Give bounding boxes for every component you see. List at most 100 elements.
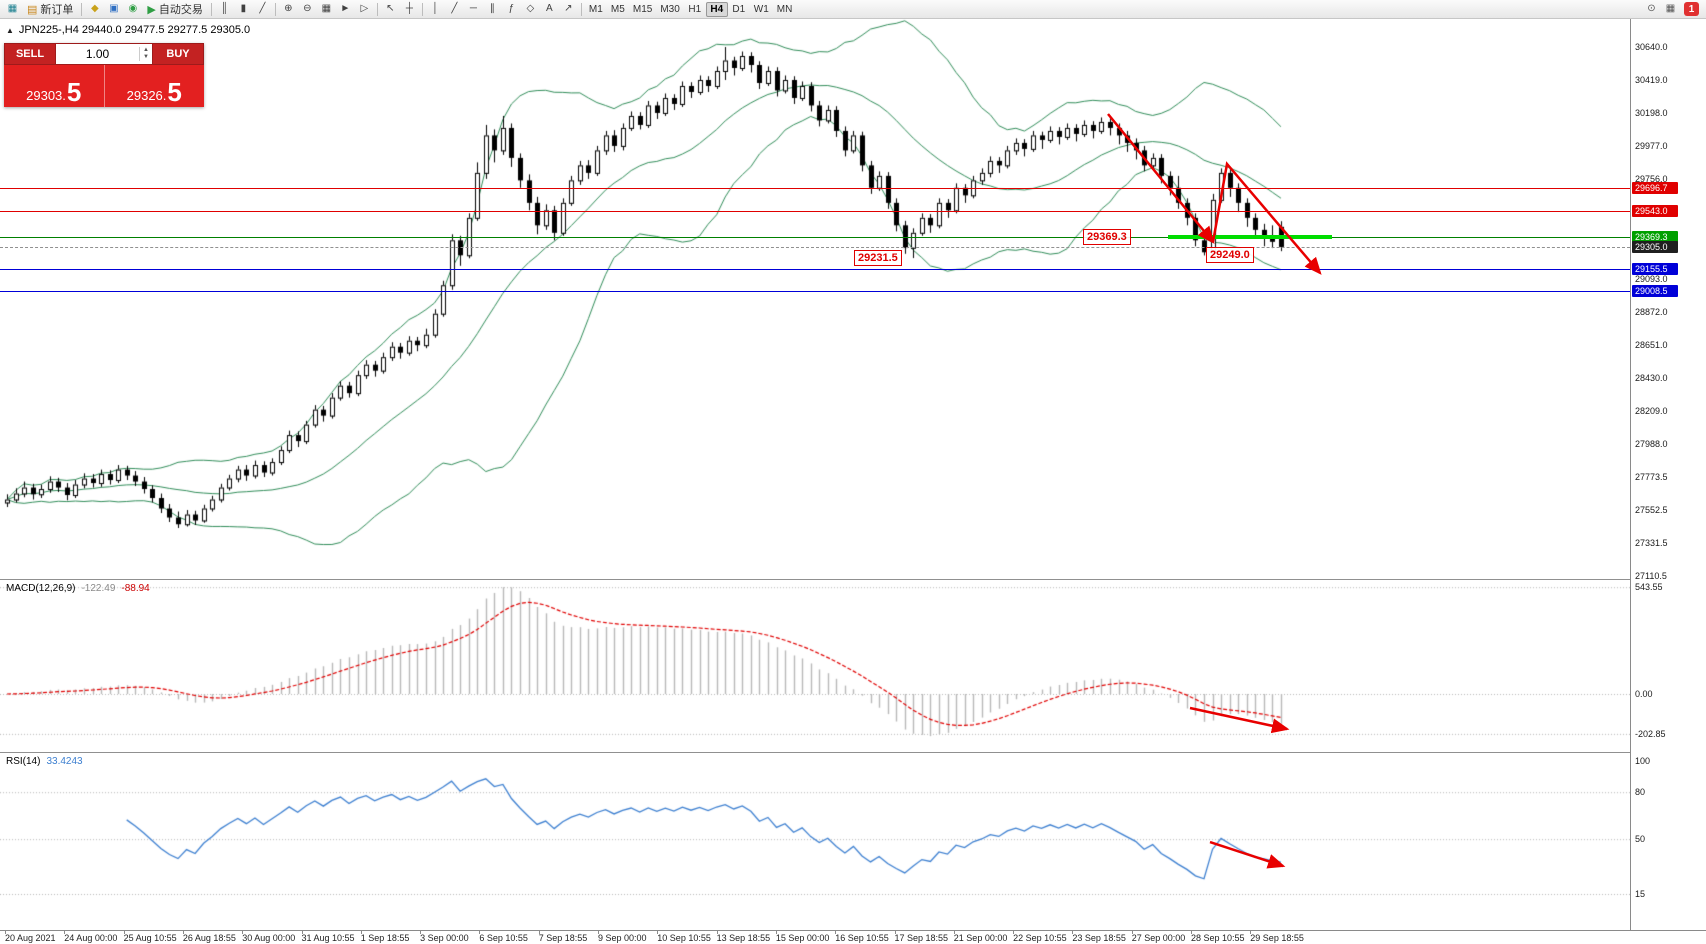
- price-axis-label: 29977.0: [1635, 141, 1668, 152]
- time-axis-tick: [1250, 931, 1252, 934]
- price-flag-29369.3[interactable]: 29369.3: [1083, 229, 1131, 246]
- timeframe-m5[interactable]: M5: [610, 3, 625, 15]
- main-toolbar: ▦ ▤ 新订单 ◆ ▣ ◉ ▶ 自动交易 ║ ▮ ╱ ⊕ ⊖ ▦ ► ▷ ↖ ┼ │ ╱ ─ ∥ ƒ ◇ A ↗ M1 M5 M15 M3…: [0, 0, 1706, 19]
- auto-scroll-icon-glyph: ►: [340, 3, 351, 14]
- new-order-button-label: 新订单: [40, 4, 74, 16]
- price-axis-tag-29155.5: 29155.5: [1632, 263, 1678, 276]
- horizontal-line-29543[interactable]: [0, 211, 1630, 213]
- time-axis-label: 23 Sep 18:55: [1072, 933, 1126, 943]
- search-icon[interactable]: ⊙: [1642, 1, 1661, 17]
- notification-badge[interactable]: 1: [1684, 2, 1699, 16]
- new-order-button[interactable]: ▤ 新订单: [22, 1, 78, 17]
- time-axis-label: 16 Sep 10:55: [835, 933, 889, 943]
- horizontal-line-29369.3[interactable]: [0, 237, 1630, 239]
- time-axis-tick: [1072, 931, 1074, 934]
- zoom-out-icon[interactable]: ⊖: [298, 1, 317, 17]
- market-watch-icon[interactable]: ◆: [85, 1, 104, 17]
- sell-button[interactable]: SELL: [4, 43, 56, 65]
- data-window-icon[interactable]: ▣: [104, 1, 123, 17]
- price-chart-canvas[interactable]: [0, 19, 1630, 580]
- rsi-pane-canvas[interactable]: [0, 753, 1630, 930]
- volume-increase-button[interactable]: ▲: [143, 47, 149, 54]
- toolbar-separator: [580, 2, 582, 16]
- timeframe-w1[interactable]: W1: [753, 3, 769, 15]
- price-axis-tag-29369.3: 29369.3: [1632, 231, 1678, 244]
- time-axis-label: 30 Aug 00:00: [242, 933, 296, 943]
- bar-chart-icon[interactable]: ║: [215, 1, 234, 17]
- vertical-line-icon[interactable]: │: [426, 1, 445, 17]
- time-axis-label: 6 Sep 10:55: [479, 933, 528, 943]
- macd-axis-label: 0.00: [1635, 689, 1653, 700]
- time-axis[interactable]: 20 Aug 2021 24 Aug 00:00 25 Aug 10:55 26 Au…: [0, 930, 1706, 944]
- buy-button[interactable]: BUY: [152, 43, 204, 65]
- arrow-objects-icon[interactable]: ↗: [559, 1, 578, 17]
- timeframe-h1[interactable]: H1: [688, 3, 702, 15]
- horizontal-line-29696.7[interactable]: [0, 188, 1630, 190]
- price-flag-29249.0[interactable]: 29249.0: [1206, 247, 1254, 264]
- arrow-objects-icon-glyph: ↗: [564, 3, 573, 14]
- horizontal-line-29155.5[interactable]: [0, 269, 1630, 271]
- timeframe-m30[interactable]: M30: [660, 3, 680, 15]
- price-axis-tag-29543.0: 29543.0: [1632, 205, 1678, 218]
- text-label-icon[interactable]: A: [540, 1, 559, 17]
- time-axis-label: 28 Sep 10:55: [1191, 933, 1245, 943]
- alerts-icon[interactable]: ▦: [1661, 1, 1680, 17]
- time-axis-tick: [123, 931, 125, 934]
- macd-pane-canvas[interactable]: [0, 580, 1630, 753]
- price-flag-29231.5[interactable]: 29231.5: [854, 250, 902, 267]
- pane-separator-rsi[interactable]: [0, 752, 1706, 753]
- navigator-icon[interactable]: ◉: [123, 1, 142, 17]
- vertical-line-icon-glyph: │: [432, 3, 439, 14]
- crosshair-icon[interactable]: ┼: [400, 1, 419, 17]
- time-axis-tick: [538, 931, 540, 934]
- price-axis-label: 28872.0: [1635, 306, 1668, 317]
- price-axis-label: 29756.0: [1635, 174, 1668, 185]
- volume-decrease-button[interactable]: ▼: [143, 54, 149, 60]
- timeframe-m1[interactable]: M1: [588, 3, 603, 15]
- zoom-in-icon[interactable]: ⊕: [279, 1, 298, 17]
- navigator-icon-glyph: ◉: [128, 3, 138, 14]
- auto-scroll-icon[interactable]: ►: [336, 1, 355, 17]
- tile-windows-icon[interactable]: ▦: [317, 1, 336, 17]
- timeframe-d1[interactable]: D1: [732, 3, 746, 15]
- time-axis-tick: [1131, 931, 1133, 934]
- autotrading-button[interactable]: ▶ 自动交易: [142, 1, 207, 17]
- time-axis-tick: [5, 931, 6, 934]
- timeframe-h4[interactable]: H4: [705, 1, 728, 17]
- line-chart-icon[interactable]: ╱: [253, 1, 272, 17]
- price-axis-label: 27110.5: [1635, 570, 1667, 581]
- new-order-glyph: ▤: [27, 3, 38, 16]
- chart-shift-icon[interactable]: ▷: [355, 1, 374, 17]
- volume-value[interactable]: 1.00: [85, 47, 110, 61]
- horizontal-line-29008.5[interactable]: [0, 291, 1630, 293]
- equidistant-channel-icon[interactable]: ∥: [483, 1, 502, 17]
- price-axis-label: 30419.0: [1635, 75, 1668, 86]
- app-icon[interactable]: ▦: [3, 1, 22, 17]
- timeframe-m15[interactable]: M15: [632, 3, 653, 15]
- time-axis-label: 26 Aug 18:55: [182, 933, 236, 943]
- volume-stepper[interactable]: 1.00 ▲ ▼: [56, 43, 152, 65]
- candlestick-chart-icon[interactable]: ▮: [234, 1, 253, 17]
- trendline-icon[interactable]: ╱: [445, 1, 464, 17]
- time-axis-label: 27 Sep 00:00: [1131, 933, 1186, 943]
- buy-price[interactable]: 29326. 5: [105, 65, 205, 107]
- shapes-icon[interactable]: ◇: [521, 1, 540, 17]
- price-axis-label: 30640.0: [1635, 42, 1668, 53]
- horizontal-line-29305[interactable]: [0, 247, 1630, 249]
- time-axis-tick: [835, 931, 837, 934]
- timeframe-mn[interactable]: MN: [776, 3, 793, 15]
- horizontal-line-icon[interactable]: ─: [464, 1, 483, 17]
- macd-axis-label: -202.85: [1635, 728, 1666, 739]
- pane-separator-macd[interactable]: [0, 579, 1706, 580]
- sell-price[interactable]: 29303. 5: [4, 65, 104, 107]
- support-zone-line[interactable]: [1168, 235, 1332, 240]
- price-axis[interactable]: 30640.0 30419.0 30198.0 29977.0 29756.0 29093…: [1630, 19, 1706, 930]
- horizontal-line-icon-glyph: ─: [469, 3, 477, 14]
- trade-panel-toggle-icon[interactable]: ▲: [6, 25, 14, 35]
- fibonacci-icon[interactable]: ƒ: [502, 1, 521, 17]
- chart-title: ▲ JPN225-,H4 29440.0 29477.5 29277.5 293…: [6, 24, 250, 36]
- time-axis-tick: [716, 931, 718, 934]
- time-axis-tick: [775, 931, 777, 934]
- cursor-icon[interactable]: ↖: [381, 1, 400, 17]
- trendline-icon-glyph: ╱: [451, 3, 458, 14]
